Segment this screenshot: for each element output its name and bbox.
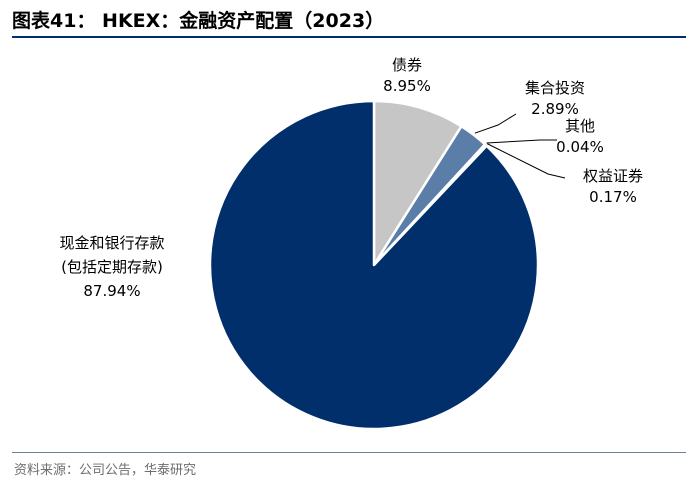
slice-name-label-4: 其他 [565,117,595,135]
slice-name-label-1: 现金和银行存款 [59,234,164,252]
slice-value-label-3: 2.89% [531,100,579,118]
slice-name-label-1: (包括定期存款) [61,258,163,276]
source-rule [12,452,686,453]
pie-slice-1 [208,99,540,431]
slice-value-label-5: 0.17% [589,188,637,206]
leader-line-3 [474,113,517,134]
slice-name-label-5: 权益证券 [583,167,643,185]
leader-line-5 [487,143,566,179]
slice-labels: 现金和银行存款 (包括定期存款) 87.94% 债券 8.95% 集合投资 2.89%其他 0… [59,56,643,300]
pie-slices [208,99,540,431]
slice-value-label-2: 8.95% [383,77,431,95]
slice-name-label-3: 集合投资 [525,79,585,97]
leader-lines [474,113,566,179]
slice-value-label-1: 87.94% [83,282,140,300]
slice-name-label-2: 债券 [392,56,422,74]
pie-slice-2 [372,99,463,267]
leader-line-4 [486,139,557,144]
title-rule [12,36,686,38]
slice-value-label-4: 0.04% [556,138,604,156]
source-note: 资料来源：公司公告，华泰研究 [14,463,197,478]
figure-title: 图表41： HKEX：金融资产配置（2023） [12,10,385,32]
